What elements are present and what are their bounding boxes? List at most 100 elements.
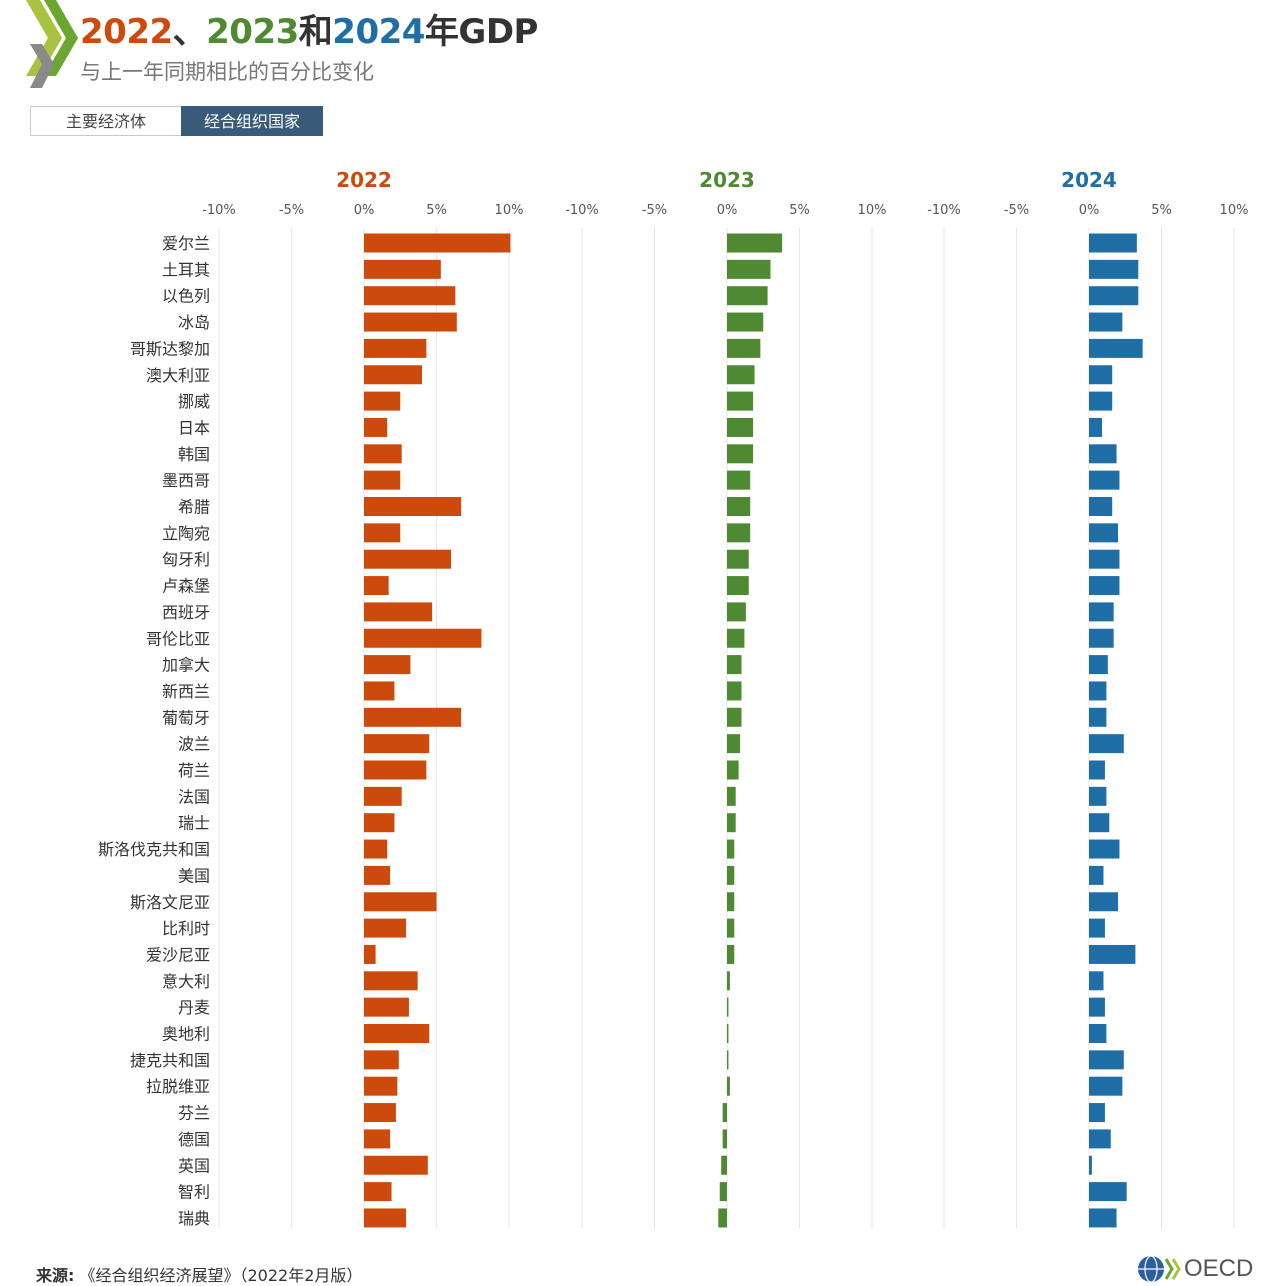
- bar-2024-以色列: [1089, 286, 1139, 306]
- category-label: 波兰: [178, 735, 210, 754]
- bar-2024-爱沙尼亚: [1089, 944, 1136, 964]
- bar-2023-丹麦: [727, 997, 729, 1017]
- bar-2024-挪威: [1089, 391, 1113, 411]
- bar-2023-哥斯达黎加: [727, 338, 761, 358]
- bar-2023-立陶宛: [727, 523, 751, 543]
- tick-label-2022--5%: -5%: [279, 203, 304, 218]
- bar-2023-日本: [727, 417, 754, 437]
- category-label: 斯洛伐克共和国: [98, 840, 210, 859]
- tick-label-2022-0%: 0%: [354, 203, 375, 218]
- bar-2022-丹麦: [364, 997, 409, 1017]
- bar-2024-葡萄牙: [1089, 707, 1107, 727]
- category-label: 韩国: [178, 445, 210, 464]
- panel-title-2024: 2024: [1061, 168, 1117, 192]
- bar-2024-智利: [1089, 1182, 1127, 1202]
- bar-2024-斯洛文尼亚: [1089, 892, 1118, 912]
- title-conjunction: 和: [298, 12, 333, 52]
- bar-2023-加拿大: [727, 655, 742, 675]
- tick-label-2023--10%: -10%: [565, 203, 599, 218]
- oecd-chevron-logo-icon: [26, 0, 78, 88]
- bar-2024-冰岛: [1089, 312, 1123, 332]
- category-label: 英国: [178, 1156, 210, 1175]
- category-label: 加拿大: [162, 656, 210, 675]
- bar-2024-意大利: [1089, 971, 1104, 991]
- bar-2022-斯洛伐克共和国: [364, 839, 388, 859]
- gdp-bar-chart: 2022 -10% -5% 0% 5% 10% 2023 -10% -5% 0% 5% 10% 2024…: [98, 168, 1248, 1228]
- category-label: 丹麦: [178, 998, 210, 1017]
- bar-2024-斯洛伐克共和国: [1089, 839, 1120, 859]
- bar-2024-拉脱维亚: [1089, 1076, 1123, 1096]
- bar-2022-新西兰: [364, 681, 395, 701]
- page-title: 2022、2023和2024年GDP: [80, 4, 538, 53]
- tab-major-economies[interactable]: 主要经济体: [30, 106, 181, 136]
- tick-label-2023-5%: 5%: [789, 203, 810, 218]
- bar-2024-比利时: [1089, 918, 1105, 938]
- bar-2022-波兰: [364, 734, 430, 754]
- oecd-brand-text: OECD: [1184, 1255, 1254, 1282]
- tick-label-2022--10%: -10%: [202, 203, 236, 218]
- bar-2023-比利时: [727, 918, 735, 938]
- oecd-brand: OECD: [1136, 1254, 1253, 1284]
- bar-2022-法国: [364, 786, 402, 806]
- bar-2024-韩国: [1089, 444, 1117, 464]
- bar-2024-芬兰: [1089, 1103, 1105, 1123]
- category-label: 墨西哥: [162, 471, 210, 490]
- bar-2022-立陶宛: [364, 523, 401, 543]
- bar-2024-澳大利亚: [1089, 365, 1113, 385]
- tick-label-2023-10%: 10%: [858, 203, 887, 218]
- bar-2024-美国: [1089, 865, 1104, 885]
- bar-2023-拉脱维亚: [727, 1076, 730, 1096]
- category-label: 荷兰: [178, 761, 210, 780]
- tab-oecd-countries[interactable]: 经合组织国家: [181, 106, 323, 136]
- bar-2023-德国: [722, 1129, 727, 1149]
- bar-2023-法国: [727, 786, 736, 806]
- bar-2024-匈牙利: [1089, 549, 1120, 569]
- bar-2022-日本: [364, 417, 388, 437]
- category-label: 立陶宛: [162, 524, 210, 543]
- bar-2023-意大利: [727, 971, 730, 991]
- bar-2022-挪威: [364, 391, 401, 411]
- bar-2022-卢森堡: [364, 576, 389, 596]
- bar-2022-韩国: [364, 444, 402, 464]
- category-label: 卢森堡: [162, 577, 210, 596]
- bar-2022-墨西哥: [364, 470, 401, 490]
- bar-2024-丹麦: [1089, 997, 1105, 1017]
- category-label: 意大利: [162, 972, 210, 991]
- bar-2023-奥地利: [727, 1024, 729, 1043]
- category-label: 哥斯达黎加: [130, 339, 210, 358]
- bar-2024-西班牙: [1089, 602, 1114, 622]
- title-separator: 、: [172, 12, 207, 52]
- bar-2022-西班牙: [364, 602, 433, 622]
- bar-2022-希腊: [364, 497, 462, 516]
- title-suffix: 年GDP: [424, 12, 539, 52]
- category-label: 瑞士: [178, 814, 210, 833]
- category-label: 日本: [178, 418, 210, 437]
- bar-2023-芬兰: [722, 1103, 727, 1123]
- bar-2023-英国: [721, 1155, 727, 1175]
- bar-2023-波兰: [727, 734, 741, 754]
- tick-label-2024-0%: 0%: [1079, 203, 1100, 218]
- bar-2024-卢森堡: [1089, 576, 1120, 596]
- bar-2024-哥伦比亚: [1089, 628, 1114, 648]
- category-label: 智利: [178, 1183, 210, 1202]
- bar-2022-瑞典: [364, 1208, 407, 1228]
- bar-2023-智利: [719, 1182, 727, 1202]
- bar-2023-西班牙: [727, 602, 746, 622]
- bar-2023-挪威: [727, 391, 754, 411]
- bar-2024-捷克共和国: [1089, 1050, 1124, 1070]
- bar-2023-捷克共和国: [727, 1050, 729, 1070]
- bar-2022-爱沙尼亚: [364, 944, 376, 964]
- bar-2024-瑞典: [1089, 1208, 1117, 1228]
- bar-2024-希腊: [1089, 497, 1113, 516]
- category-label: 葡萄牙: [162, 708, 210, 727]
- bar-2022-冰岛: [364, 312, 457, 332]
- bar-2024-墨西哥: [1089, 470, 1120, 490]
- bar-2022-美国: [364, 865, 391, 885]
- bar-2023-斯洛伐克共和国: [727, 839, 735, 859]
- bar-2022-土耳其: [364, 259, 441, 279]
- bar-2023-希腊: [727, 497, 751, 516]
- category-label: 以色列: [162, 287, 210, 306]
- bar-2022-哥斯达黎加: [364, 338, 427, 358]
- category-label: 挪威: [178, 392, 210, 411]
- bar-2023-荷兰: [727, 760, 739, 780]
